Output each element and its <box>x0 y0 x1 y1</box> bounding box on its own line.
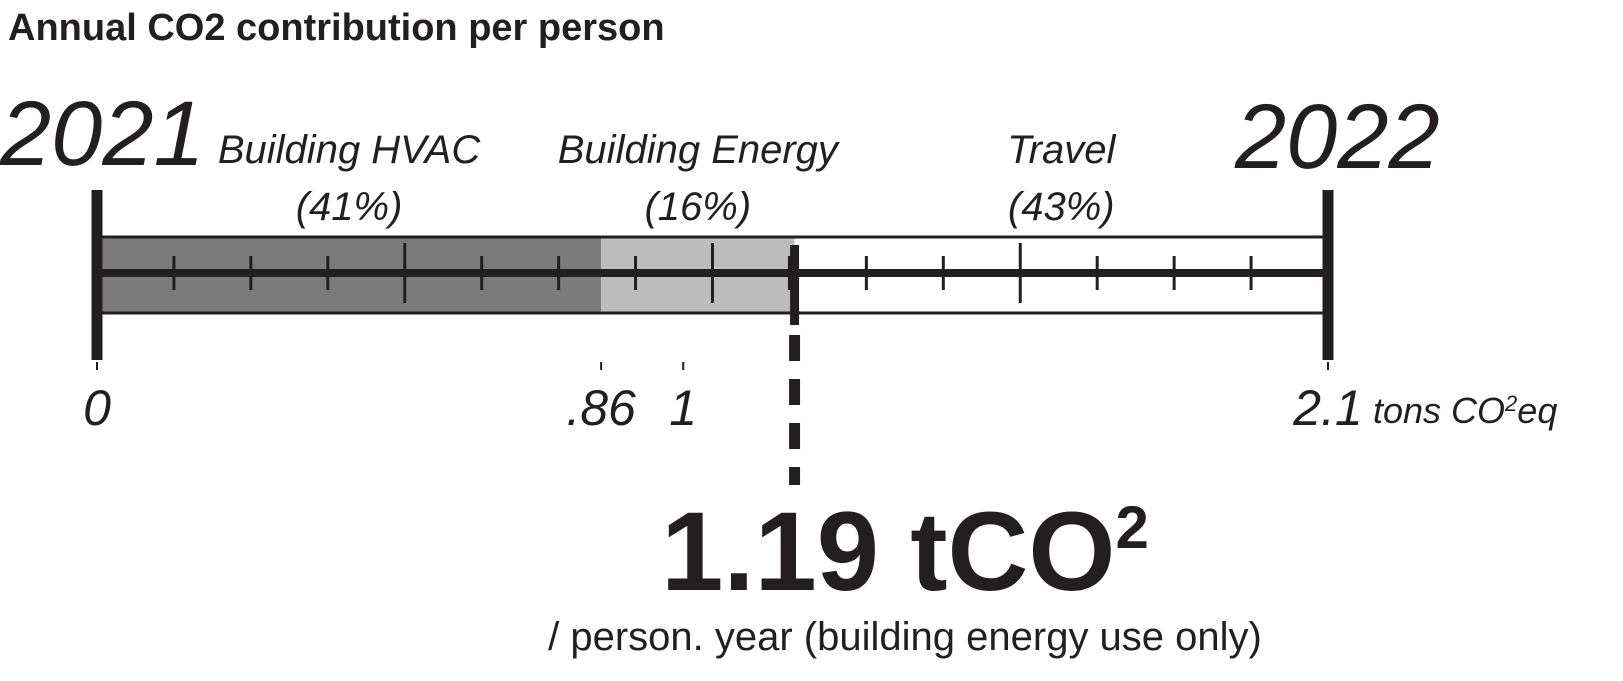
axis-unit-sup: 2 <box>1504 391 1517 416</box>
share-label: (16%) <box>644 185 751 229</box>
axis-unit: tons CO2eq <box>1373 390 1557 431</box>
x-tick-label: 0 <box>83 380 111 436</box>
marker-value-label: 1.19 tCO2 <box>661 489 1149 614</box>
share-label: (43%) <box>1008 185 1115 229</box>
chart-title: Annual CO2 contribution per person <box>8 7 665 49</box>
axis-unit-text: tons CO <box>1373 390 1505 431</box>
end-year: 2022 <box>1234 86 1440 188</box>
legend-label: Building Energy <box>558 128 841 172</box>
axis-unit-suffix: eq <box>1517 390 1557 431</box>
start-year: 2021 <box>0 83 205 185</box>
marker-value-text: 1.19 tCO <box>661 489 1115 614</box>
marker-value-sup: 2 <box>1116 494 1149 561</box>
x-tick-label: 1 <box>669 380 697 436</box>
x-tick-label: .86 <box>566 380 636 436</box>
marker-note: / person. year (building energy use only… <box>548 615 1262 659</box>
share-label: (41%) <box>296 185 403 229</box>
x-tick-label: 2.1 <box>1292 380 1363 436</box>
legend-label: Travel <box>1007 128 1116 172</box>
legend-label: Building HVAC <box>218 128 481 172</box>
